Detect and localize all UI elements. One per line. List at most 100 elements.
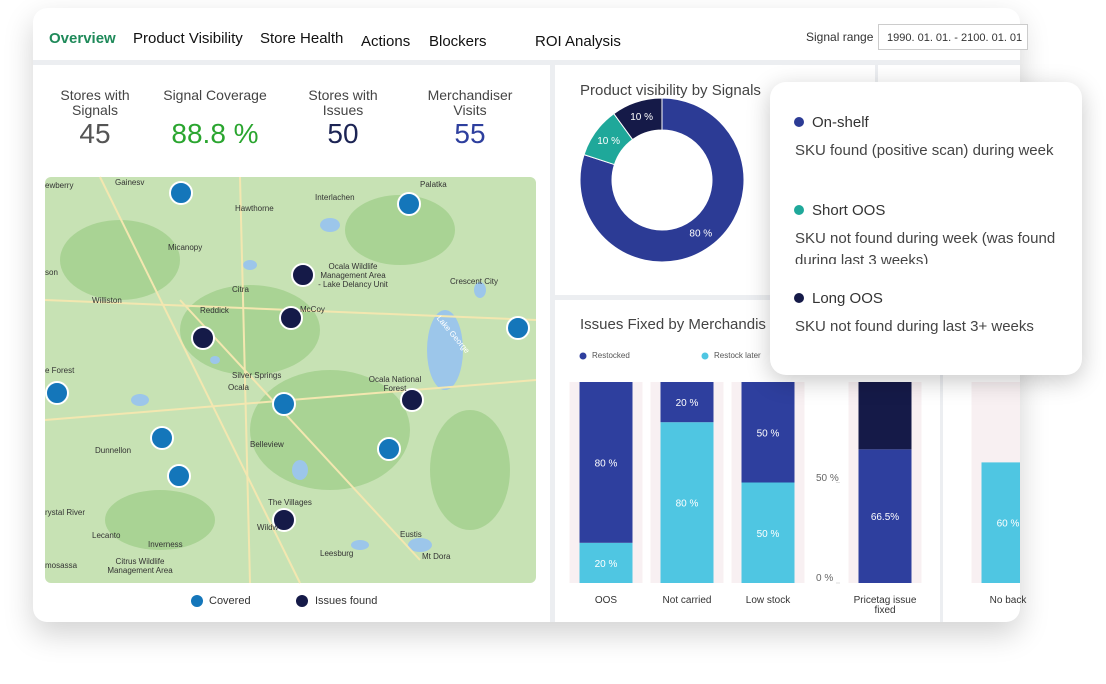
graphics: 80 % 10 % 10 % 20 % 80 % 80 % 20 % 50 % 50 % 66.5…	[44, 97, 1020, 607]
legend-label: Restock later	[714, 351, 761, 360]
map-place-label: Micanopy	[168, 243, 203, 252]
y-tick-label: 0 %	[816, 573, 834, 584]
bar-segment	[579, 382, 633, 543]
kpi-label: Signal Coverage	[163, 87, 267, 103]
legend-swatch	[579, 352, 587, 360]
map-place-label: Lecanto	[92, 531, 121, 540]
data-label: 10 %	[597, 136, 620, 147]
bar-segment	[741, 382, 795, 483]
nav-tab[interactable]: Overview	[49, 30, 116, 47]
store-marker-covered	[150, 426, 174, 450]
map-place-label: Palatka	[420, 180, 447, 189]
nav-tab[interactable]: Product Visibility	[133, 30, 243, 47]
nav-tab[interactable]: Blockers	[429, 33, 487, 50]
x-tick-label: OOS	[594, 595, 618, 606]
legend-label: Restocked	[592, 351, 630, 360]
lake	[292, 460, 308, 480]
map-place-label: Silver Springs	[232, 371, 282, 380]
map-place-label: Crescent City	[450, 277, 499, 286]
store-marker-covered	[272, 392, 296, 416]
chart-title: Issues Fixed by Merchandis	[580, 316, 766, 333]
legend-description: SKU found (positive scan) during week	[795, 142, 1054, 159]
lake	[474, 282, 486, 298]
legend-label: Issues found	[315, 595, 378, 607]
map-place-label: The Villages	[268, 498, 312, 507]
bar-segment	[741, 482, 795, 583]
x-tick-label: Pricetag issue fixed	[853, 595, 917, 616]
kpi-value: 45	[79, 118, 111, 149]
chart-title: Product visibility by Signals	[580, 82, 761, 99]
forest-area	[430, 410, 510, 530]
nav-tab[interactable]: ROI Analysis	[535, 33, 621, 50]
data-label: 20 %	[676, 398, 699, 409]
donut-segment	[613, 97, 663, 141]
signal-range-label: Signal range	[806, 30, 874, 44]
kpi-label: Stores with Signals	[60, 87, 130, 118]
lake	[210, 356, 220, 364]
store-marker-issue	[191, 326, 215, 350]
map-place-label: Wildw	[257, 523, 279, 532]
store-marker-issue	[400, 388, 424, 412]
data-label: 60 %	[997, 519, 1020, 530]
store-marker-covered	[45, 381, 69, 405]
legend-name: On-shelf	[812, 114, 869, 131]
legend-tooltip: On-shelf SKU found (positive scan) during…	[770, 82, 1082, 375]
data-label: 10 %	[630, 112, 653, 123]
lake	[243, 260, 257, 270]
store-marker-issue	[291, 263, 315, 287]
data-label: 80 %	[689, 228, 712, 239]
map-place-label: Ocala Wildlife Management Area - Lake De…	[318, 262, 388, 289]
data-label: 50 %	[757, 529, 780, 540]
lake	[427, 310, 463, 390]
nav-tab[interactable]: Store Health	[260, 30, 344, 47]
legend-dot	[794, 205, 804, 215]
bar-segment	[660, 382, 714, 423]
map-place-label: Eustis	[400, 530, 422, 539]
data-label: 50 %	[757, 428, 780, 439]
map-place-label: Inverness	[148, 540, 183, 549]
map-place-label: ewberry	[45, 181, 74, 190]
legend-label: Covered	[209, 595, 251, 607]
road	[179, 299, 421, 561]
data-label: 20 %	[595, 559, 618, 570]
bar-segment	[981, 462, 1020, 583]
lake	[408, 538, 432, 552]
kpi-value: 50	[327, 118, 359, 149]
map-place-label: e Forest	[45, 366, 75, 375]
bar-segment	[858, 449, 912, 583]
legend-description: SKU not found during week (was found dur…	[795, 230, 1056, 264]
bar-segment	[660, 422, 714, 583]
data-label: 80 %	[676, 499, 699, 510]
map-place-label: Hawthorne	[235, 204, 274, 213]
forest-area	[345, 195, 455, 265]
map-place-label: Gainesv	[115, 178, 145, 187]
map-place-label: McCoy	[300, 305, 325, 314]
store-marker-issue	[279, 306, 303, 330]
map-place-label: Williston	[92, 296, 122, 305]
map-place-label: Leesburg	[320, 549, 354, 558]
legend-dot	[794, 117, 804, 127]
map-place-label: Reddick	[200, 306, 229, 315]
kpi-label: Stores with Issues	[308, 87, 378, 118]
map-place-label: Interlachen	[315, 193, 355, 202]
x-tick-label: No back	[989, 595, 1027, 606]
map-place-label: Mt Dora	[422, 552, 451, 561]
x-tick-label: Low stock	[745, 595, 791, 606]
map-place-label: son	[45, 268, 58, 277]
road	[239, 176, 251, 584]
store-marker-covered	[397, 192, 421, 216]
x-tick-label: Not carried	[662, 595, 712, 606]
lake	[351, 540, 369, 550]
map-place-label: Citra	[232, 285, 249, 294]
nav-tab[interactable]: Actions	[361, 33, 411, 50]
bar-segment	[579, 542, 633, 583]
map-place-label: mosassa	[45, 561, 78, 570]
kpi-value: 88.8 %	[171, 118, 259, 149]
forest-area	[60, 220, 180, 300]
legend-swatch	[296, 595, 308, 607]
kpi-label: Merchandiser Visits	[427, 87, 513, 118]
map-place-label: Dunnellon	[95, 446, 132, 455]
store-marker-covered	[506, 316, 530, 340]
date-range-input[interactable]: 1990. 01. 01. - 2100. 01. 01	[878, 24, 1028, 50]
